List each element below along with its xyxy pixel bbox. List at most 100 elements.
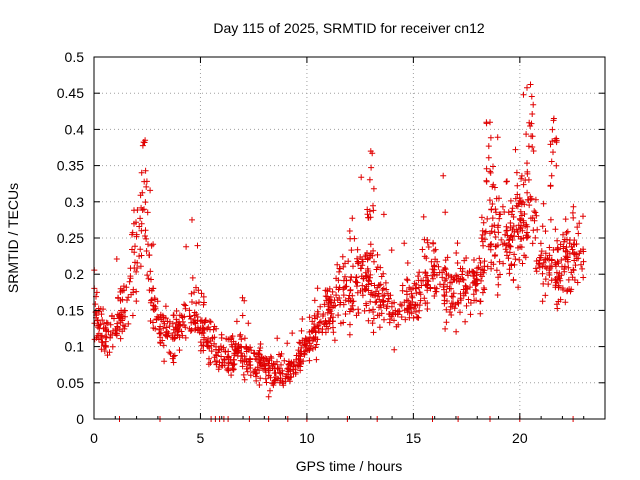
data-point <box>150 319 156 326</box>
data-point <box>351 235 358 242</box>
data-point <box>357 287 364 294</box>
data-point <box>561 266 568 273</box>
data-point <box>224 366 231 373</box>
data-point <box>230 366 237 373</box>
data-point <box>574 224 581 231</box>
data-point <box>363 285 370 292</box>
data-point <box>529 214 536 221</box>
data-point <box>166 323 173 330</box>
data-point <box>228 335 235 341</box>
data-point <box>511 251 518 258</box>
data-point <box>151 296 158 303</box>
data-point <box>381 316 387 323</box>
data-point <box>525 143 532 150</box>
data-point <box>459 271 466 278</box>
data-point <box>129 312 136 319</box>
data-point <box>313 341 320 348</box>
data-point <box>536 260 543 267</box>
data-point <box>571 257 578 264</box>
x-tick-label: 10 <box>299 430 315 446</box>
data-point <box>336 265 343 272</box>
data-point <box>120 283 127 290</box>
data-point <box>96 308 102 315</box>
data-point <box>96 325 103 332</box>
data-point <box>514 182 521 189</box>
data-point <box>516 195 523 201</box>
data-point <box>207 359 214 366</box>
data-point <box>391 346 398 353</box>
data-point <box>370 306 376 313</box>
data-point <box>542 250 549 257</box>
x-tick-label: 15 <box>406 430 422 446</box>
data-point <box>103 319 110 326</box>
data-point <box>464 285 471 292</box>
data-point <box>327 308 334 315</box>
data-point <box>237 331 244 338</box>
data-point <box>414 314 421 321</box>
data-point <box>441 293 448 300</box>
data-point <box>213 325 220 332</box>
data-point <box>169 334 176 341</box>
data-point <box>296 339 303 346</box>
data-point <box>171 352 178 359</box>
data-point <box>575 230 582 237</box>
data-point <box>371 258 377 265</box>
data-point <box>176 318 183 325</box>
data-point <box>132 243 138 250</box>
data-point <box>348 274 355 281</box>
data-point <box>342 260 348 267</box>
data-point <box>479 289 486 296</box>
data-point <box>499 203 506 210</box>
data-point <box>295 347 302 354</box>
data-point <box>133 219 139 226</box>
x-tick-label: 0 <box>90 430 98 446</box>
data-point <box>492 234 499 240</box>
data-point <box>572 262 579 269</box>
data-point <box>524 160 530 167</box>
data-point <box>398 314 405 320</box>
data-point <box>244 361 251 368</box>
data-point <box>423 255 430 262</box>
data-point <box>455 300 462 307</box>
data-point <box>230 361 237 368</box>
data-point <box>243 365 250 372</box>
data-point <box>298 327 305 334</box>
data-point <box>113 256 120 262</box>
data-point <box>322 287 329 294</box>
data-point <box>442 209 449 216</box>
data-point <box>204 343 211 350</box>
data-point <box>580 258 587 265</box>
data-point <box>103 327 110 334</box>
data-point <box>490 181 497 188</box>
data-point <box>267 387 273 394</box>
data-point <box>194 242 201 249</box>
data-point <box>384 303 391 310</box>
data-point <box>167 350 174 357</box>
data-point <box>573 241 580 247</box>
data-point <box>442 325 449 332</box>
data-point <box>443 289 450 296</box>
data-point <box>302 342 309 349</box>
data-point <box>206 318 213 325</box>
data-point <box>508 262 515 269</box>
data-point <box>345 258 352 265</box>
data-point <box>404 277 411 284</box>
data-point <box>495 222 502 229</box>
data-point <box>391 317 397 324</box>
data-point <box>481 286 488 293</box>
data-point <box>453 272 459 279</box>
data-point <box>430 239 437 246</box>
data-point <box>125 320 132 327</box>
data-point <box>157 323 164 330</box>
data-point <box>161 320 168 327</box>
data-point <box>173 308 180 314</box>
data-point <box>279 367 286 374</box>
data-point <box>213 346 219 353</box>
y-tick-label: 0.1 <box>65 339 85 355</box>
data-point <box>552 226 559 233</box>
data-point <box>491 229 498 236</box>
data-point <box>488 259 495 266</box>
data-point <box>265 393 272 400</box>
data-point <box>487 134 494 141</box>
data-point <box>373 266 380 273</box>
